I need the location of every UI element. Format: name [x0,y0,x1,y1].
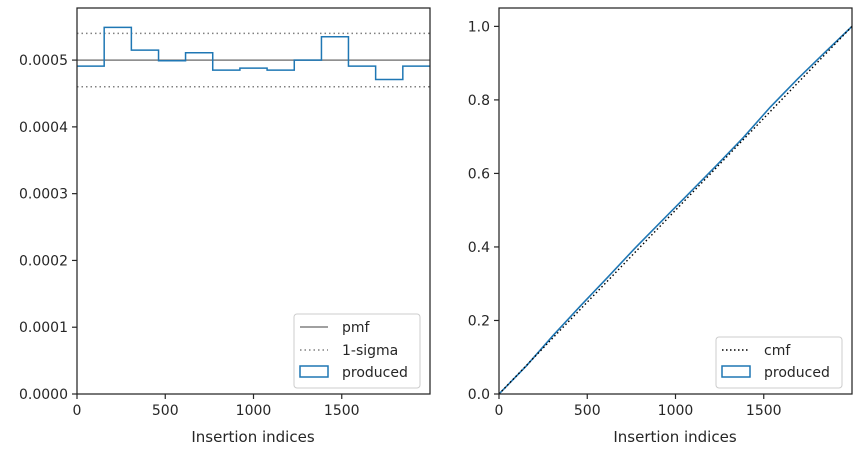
cmf-y-tick-label: 1.0 [468,19,490,35]
cmf-y-tick-label: 0.2 [468,313,490,329]
cmf-x-tick-label: 500 [574,403,601,419]
cmf-y-tick-label: 0.0 [468,387,490,403]
produced-histogram [77,26,430,81]
pmf-x-tick-label: 1500 [324,403,360,419]
pmf-histogram-panel: 0 500 1000 1500 0.0000 0.0001 0.0002 0.0003 0.00… [19,7,431,446]
pmf-y-tick-label: 0.0003 [19,187,68,203]
pmf-y-tick-label: 0.0002 [19,253,68,269]
pmf-y-tick-label: 0.0000 [19,387,68,403]
pmf-ticks: 0 500 1000 1500 0.0000 0.0001 0.0002 0.0003 0.00… [19,53,360,419]
pmf-legend-label: pmf [342,320,371,336]
cmf-produced-legend-label: produced [764,365,830,381]
cmf-ticks: 0 500 1000 1500 0.0 0.2 0.4 0.6 0.8 1.0 [468,19,782,419]
pmf-y-tick-label: 0.0005 [19,53,68,69]
pmf-legend: pmf 1-sigma produced [293,313,421,389]
cmf-x-tick-label: 1000 [658,403,694,419]
produced-legend-label: produced [342,365,408,381]
cmf-x-tick-label: 0 [495,403,504,419]
produced-cumulative-line [498,25,853,395]
produced-legend-swatch [299,365,329,378]
cmf-y-tick-label: 0.4 [468,240,490,256]
pmf-x-tick-label: 500 [152,403,179,419]
cmf-x-axis-label: Insertion indices [613,428,736,446]
pmf-y-tick-label: 0.0004 [19,120,68,136]
cmf-plot-marks [498,25,853,395]
cmf-x-tick-label: 1500 [746,403,782,419]
pmf-x-tick-label: 0 [73,403,82,419]
cmf-panel: 0 500 1000 1500 0.0 0.2 0.4 0.6 0.8 1.0 Insertion… [468,7,853,446]
pmf-y-tick-label: 0.0001 [19,320,68,336]
cmf-line [498,25,853,395]
pmf-legend-box [293,313,421,389]
sigma-legend-label: 1-sigma [342,343,398,359]
pmf-x-axis-label: Insertion indices [191,428,314,446]
pmf-plot-marks [77,26,430,88]
cmf-y-tick-label: 0.6 [468,166,490,182]
cmf-legend-label: cmf [764,343,791,359]
pmf-x-tick-label: 1000 [236,403,272,419]
cmf-produced-legend-swatch [721,365,751,378]
cmf-y-tick-label: 0.8 [468,93,490,109]
cmf-legend: cmf produced [715,336,843,389]
